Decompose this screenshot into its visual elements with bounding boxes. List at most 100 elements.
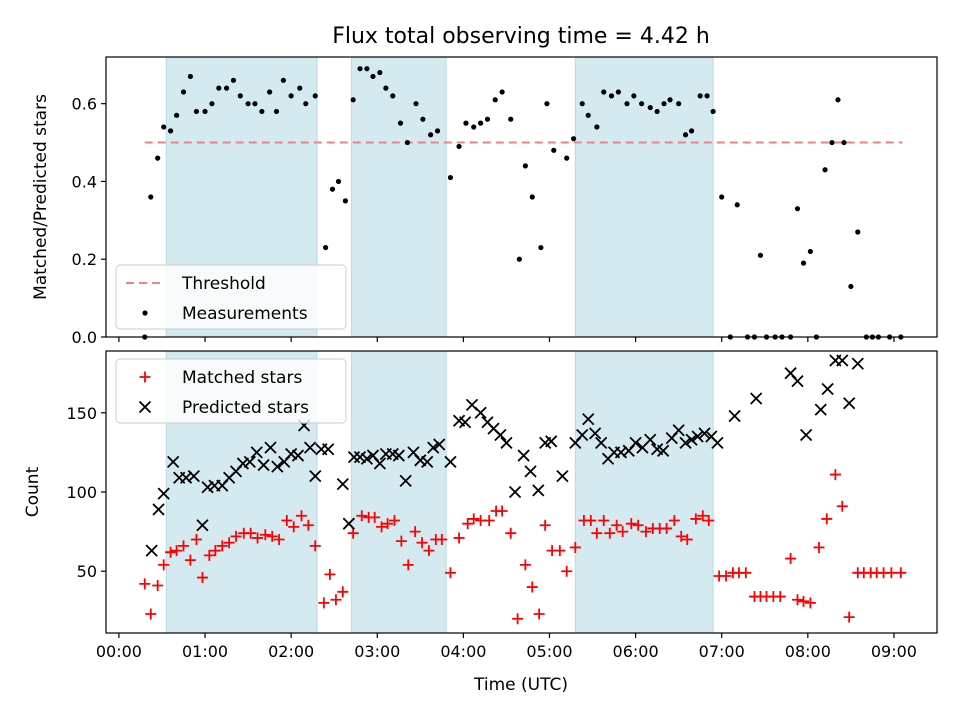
predicted-stars-point [494,428,507,442]
predicted-stars-point [556,470,569,483]
ratio-y-tick-label: 0.4 [72,172,97,191]
measurement-point [615,89,621,95]
predicted-stars-point [698,427,711,440]
predicted-stars-point [672,424,685,437]
matched-stars-point [196,572,208,584]
ratio-shaded-interval-1 [350,56,447,338]
matched-stars-point [785,553,797,565]
measurement-point [704,93,710,99]
predicted-stars-point [360,452,374,465]
matched-stars-point [740,567,752,579]
matched-stars-point [512,613,524,625]
matched-stars-point [496,505,508,517]
measurement-point [404,139,410,146]
ratio-y-axis-label: Matched/Predicted stars [31,94,51,300]
ratio-x-ticks [118,337,895,342]
matched-stars-point [388,515,400,527]
measurement-point [350,97,356,103]
measurement-point [471,124,477,130]
matched-stars-point [330,594,342,606]
measurement-point [734,202,740,208]
measurement-point [522,163,528,169]
matched-stars-point [690,513,702,525]
measurement-point [161,124,167,130]
matched-stars-point [895,567,907,579]
predicted-stars-point [187,470,200,483]
measurement-point [848,283,854,290]
matched-stars-point [171,545,183,557]
measurement-point [148,194,154,200]
measurement-point [202,108,208,115]
x-tick-label: 07:00 [699,642,745,661]
matched-stars-point [843,611,855,623]
predicted-stars-point [347,451,361,464]
ratio-panel: 0.0 0.2 0.4 0.6 Matched/Predicted stars Thr… [31,56,938,347]
predicted-stars-point [545,435,558,448]
matched-stars-point [668,515,680,527]
predicted-stars-point [427,441,440,454]
measurement-point [187,73,193,80]
matched-stars-point [703,515,715,527]
matched-stars-point [681,534,693,546]
measurement-point [654,108,660,115]
matched-stars-point [720,570,732,582]
measurement-point [428,132,434,138]
measurement-point [390,93,396,99]
matched-stars-point [661,522,673,534]
measurement-point [237,93,243,99]
measurement-point [661,101,667,107]
matched-stars-point [288,521,300,533]
ratio-legend-box [115,264,347,330]
predicted-stars-point [588,427,602,440]
x-tick-label: 01:00 [182,642,228,661]
matched-stars-point [402,559,414,571]
ratio-y-ticks: 0.0 0.2 0.4 0.6 [72,95,106,347]
predicted-stars-point [291,449,305,462]
measurement-point [676,101,682,107]
predicted-stars-point [399,474,412,488]
measurement-point [639,101,645,107]
matched-stars-point [139,578,151,590]
matched-stars-point [604,527,616,539]
predicted-stars-point [821,382,834,396]
predicted-stars-point [433,438,446,451]
measurement-point [297,85,303,91]
matched-stars-point [505,527,517,539]
measurement-point [624,101,630,107]
measurement-point [209,101,215,107]
matched-stars-point [554,545,566,557]
measurement-point [259,108,265,115]
matched-stars-point [281,515,293,527]
measurement-point [667,97,673,103]
matched-stars-point [462,518,474,530]
measurement-point [223,85,230,91]
legend-measurements-swatch [142,310,148,316]
measurement-point [551,147,557,153]
matched-stars-point [273,534,285,546]
matched-stars-point [245,527,257,539]
predicted-stars-point [508,485,522,499]
predicted-stars-point [799,428,813,442]
matched-stars-point [598,515,610,527]
matched-stars-point [216,540,228,552]
measurement-point [383,85,389,91]
measurement-point [579,101,585,107]
matched-stars-point [632,519,644,531]
matched-stars-point [611,519,623,531]
matched-stars-point [591,527,603,539]
measurement-point [608,93,615,99]
measurement-point [594,124,600,130]
x-tick-label: 03:00 [354,642,400,661]
matched-stars-point [259,529,271,541]
matched-stars-point [416,537,428,549]
matched-stars-point [158,559,170,571]
matched-stars-point [798,595,810,607]
measurement-point [280,77,286,83]
matched-stars-point [165,546,177,558]
measurement-point [697,93,703,99]
predicted-stars-point [196,519,209,532]
count-legend: Matched stars Predicted stars [115,358,347,424]
matched-stars-point [483,515,495,527]
predicted-stars-point [814,403,827,416]
legend-label-1: Predicted stars [182,398,309,418]
